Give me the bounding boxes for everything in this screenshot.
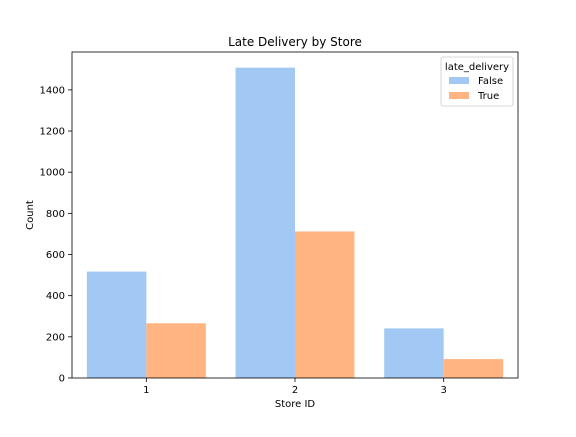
legend: late_delivery False True bbox=[440, 56, 514, 107]
y-tick-label: 200 bbox=[46, 332, 65, 343]
y-axis-label: Count bbox=[25, 200, 36, 230]
legend-label-false: False bbox=[478, 76, 503, 87]
legend-label-true: True bbox=[477, 91, 499, 102]
y-tick-label: 800 bbox=[46, 209, 65, 220]
bars-group bbox=[86, 67, 504, 378]
legend-swatch-true bbox=[449, 92, 469, 99]
bar-store-2-true bbox=[295, 231, 355, 378]
bar-store-1-false bbox=[86, 271, 147, 378]
y-tick-label: 400 bbox=[46, 291, 65, 302]
y-tick-label: 1400 bbox=[40, 85, 65, 96]
x-axis-label: Store ID bbox=[275, 399, 316, 410]
bar-store-2-false bbox=[235, 67, 295, 378]
bar-store-3-true bbox=[443, 359, 504, 378]
x-tick-label: 1 bbox=[143, 385, 149, 396]
chart-title: Late Delivery by Store bbox=[228, 35, 362, 49]
y-tick-label: 600 bbox=[46, 250, 65, 261]
bar-store-3-false bbox=[384, 328, 444, 378]
legend-title: late_delivery bbox=[445, 62, 509, 73]
y-axis: 0 200 400 600 800 1000 1200 1400 bbox=[40, 85, 72, 385]
bar-store-1-true bbox=[146, 323, 206, 378]
y-tick-label: 1200 bbox=[40, 127, 65, 138]
y-tick-label: 0 bbox=[59, 374, 65, 385]
x-axis: 1 2 3 bbox=[143, 378, 447, 396]
legend-entries: False True bbox=[449, 76, 503, 102]
x-tick-label: 3 bbox=[440, 385, 446, 396]
plot-frame bbox=[71, 51, 519, 379]
y-tick-label: 1000 bbox=[40, 168, 65, 179]
x-tick-label: 2 bbox=[292, 385, 298, 396]
legend-swatch-false bbox=[449, 77, 469, 84]
